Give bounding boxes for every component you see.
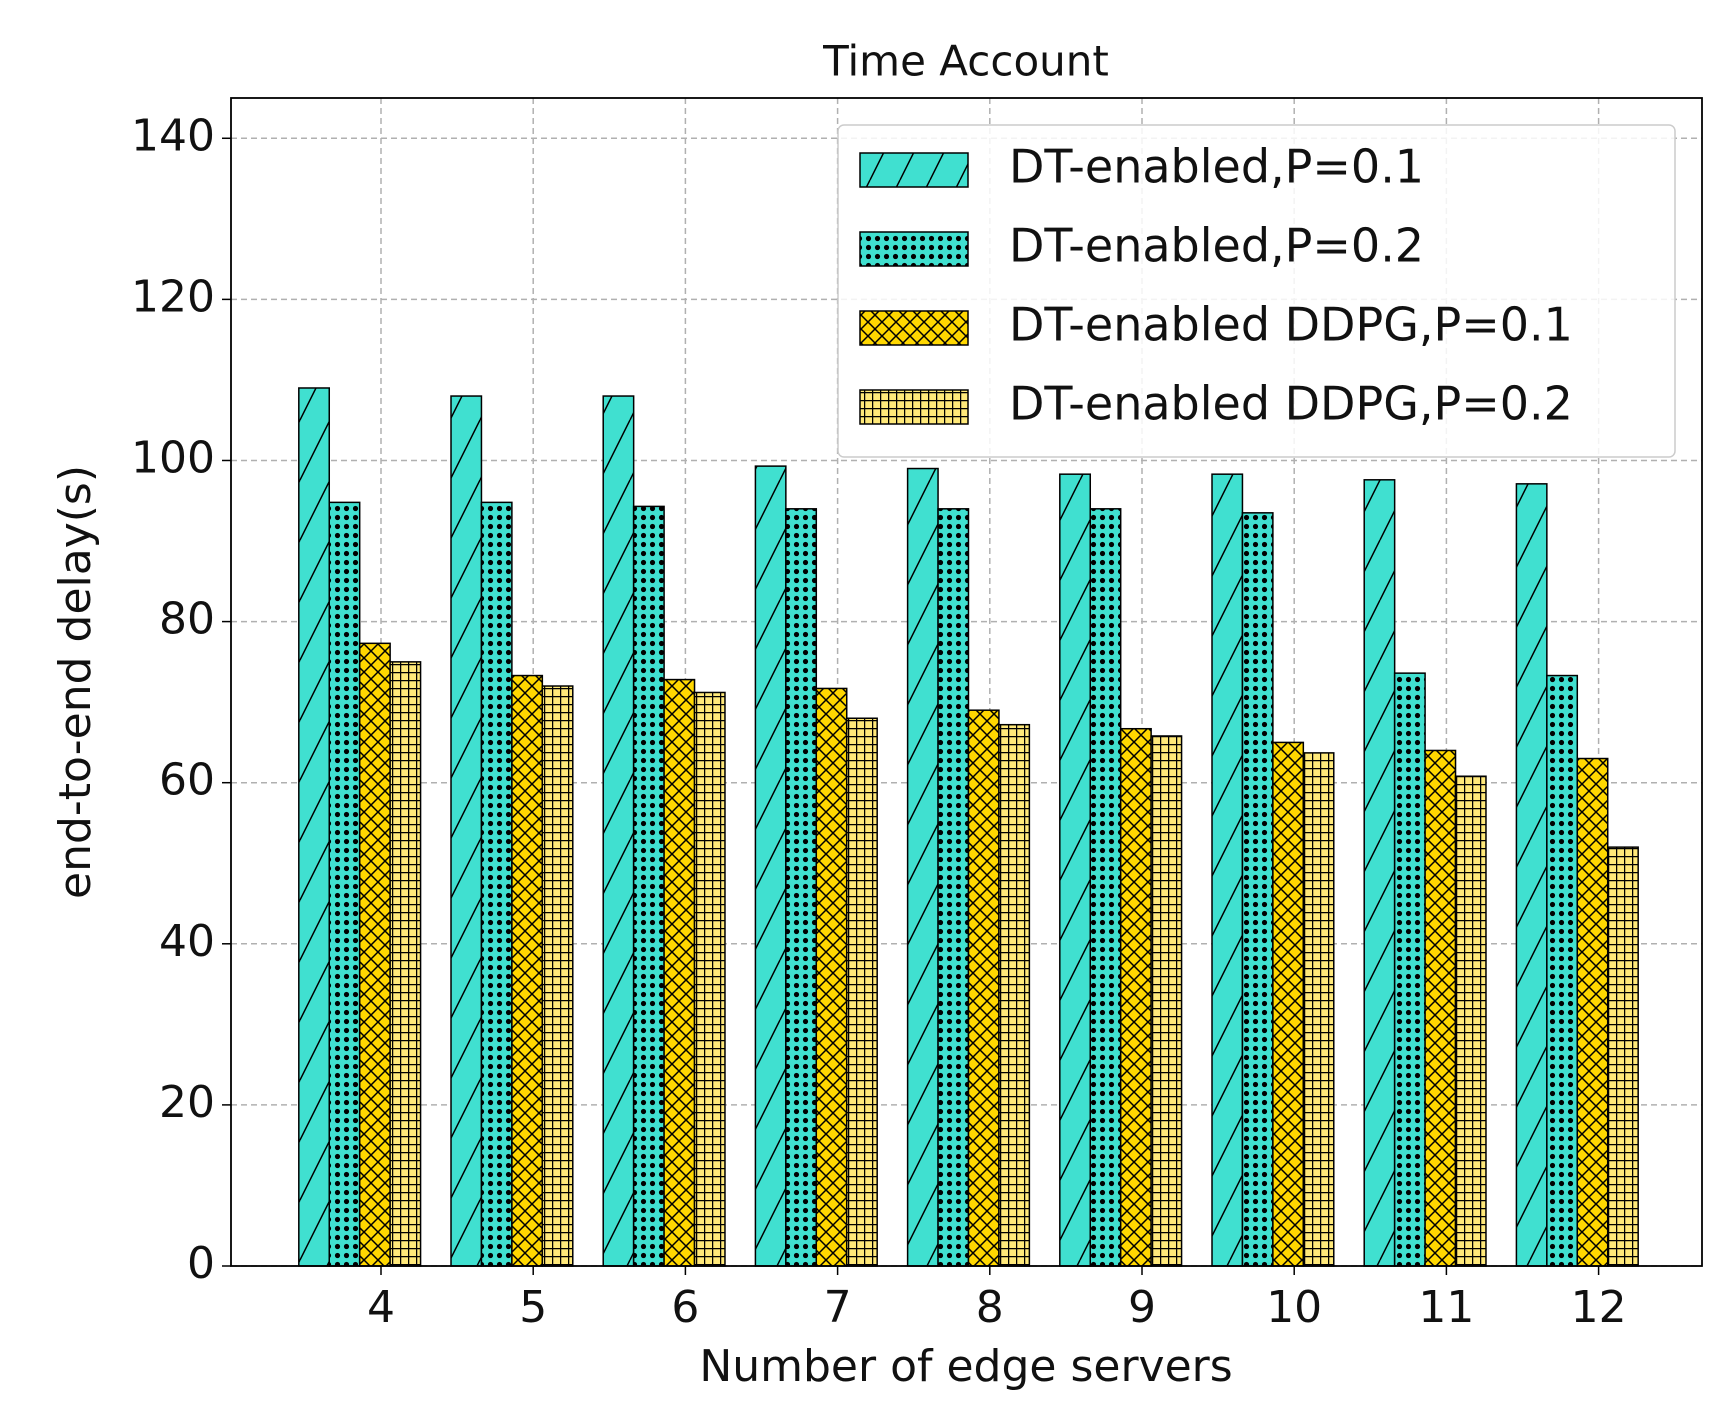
y-tick-label: 40 (159, 916, 215, 967)
chart-title: Time Account (822, 37, 1109, 86)
bar (1272, 741, 1305, 1267)
legend-label: DT-enabled,P=0.2 (1009, 219, 1424, 273)
bar (1393, 672, 1426, 1267)
bar (815, 687, 848, 1267)
bar (663, 678, 696, 1267)
x-tick-label: 6 (671, 1282, 699, 1333)
bar (1089, 508, 1122, 1267)
bar (1119, 727, 1152, 1267)
bar (1606, 846, 1639, 1267)
y-tick-label: 0 (187, 1238, 215, 1289)
y-tick-label: 60 (159, 755, 215, 806)
bar (1059, 473, 1092, 1267)
y-tick-label: 80 (159, 594, 215, 645)
x-tick-label: 5 (519, 1282, 547, 1333)
bar (1546, 674, 1579, 1267)
legend-swatch (859, 310, 969, 346)
legend-swatch (859, 152, 969, 188)
bar (967, 709, 1000, 1267)
y-tick-label: 100 (131, 432, 215, 483)
legend-swatch (859, 231, 969, 267)
bar (1424, 749, 1457, 1267)
legend-label: DT-enabled,P=0.1 (1009, 140, 1424, 194)
bar (754, 465, 787, 1267)
bar (937, 508, 970, 1267)
bar (358, 642, 391, 1267)
bar (998, 723, 1031, 1267)
bar (511, 674, 544, 1267)
bar (328, 501, 361, 1267)
x-tick-label: 4 (367, 1282, 395, 1333)
legend-label: DT-enabled DDPG,P=0.1 (1009, 298, 1573, 352)
bar (1515, 483, 1548, 1267)
bar (1150, 735, 1183, 1267)
y-tick-label: 20 (159, 1077, 215, 1128)
x-axis-label: Number of edge servers (699, 1341, 1232, 1392)
bar (1363, 479, 1396, 1267)
bar (450, 395, 483, 1267)
bar (1241, 512, 1274, 1267)
x-tick-label: 8 (976, 1282, 1004, 1333)
x-tick-label: 11 (1418, 1282, 1474, 1333)
legend-swatch (859, 389, 969, 425)
x-tick-label: 7 (824, 1282, 852, 1333)
bar (1454, 775, 1487, 1267)
bar (632, 505, 665, 1267)
legend-box (837, 124, 1676, 458)
x-tick-label: 12 (1571, 1282, 1627, 1333)
plot-frame (230, 97, 1703, 1267)
bar (1211, 473, 1244, 1267)
y-tick-label: 120 (131, 271, 215, 322)
bar (845, 717, 878, 1267)
y-tick-label: 140 (131, 110, 215, 161)
bar (785, 508, 818, 1267)
bar (480, 501, 513, 1267)
bar (906, 467, 939, 1267)
bar (1302, 752, 1335, 1267)
y-axis-label: end-to-end delay(s) (50, 465, 101, 899)
bar (298, 387, 331, 1267)
bar (602, 395, 635, 1267)
bar (693, 691, 726, 1267)
x-tick-label: 9 (1128, 1282, 1156, 1333)
x-tick-label: 10 (1266, 1282, 1322, 1333)
bar (1576, 757, 1609, 1267)
bar (389, 661, 422, 1267)
bar (541, 685, 574, 1267)
legend-label: DT-enabled DDPG,P=0.2 (1009, 377, 1573, 431)
